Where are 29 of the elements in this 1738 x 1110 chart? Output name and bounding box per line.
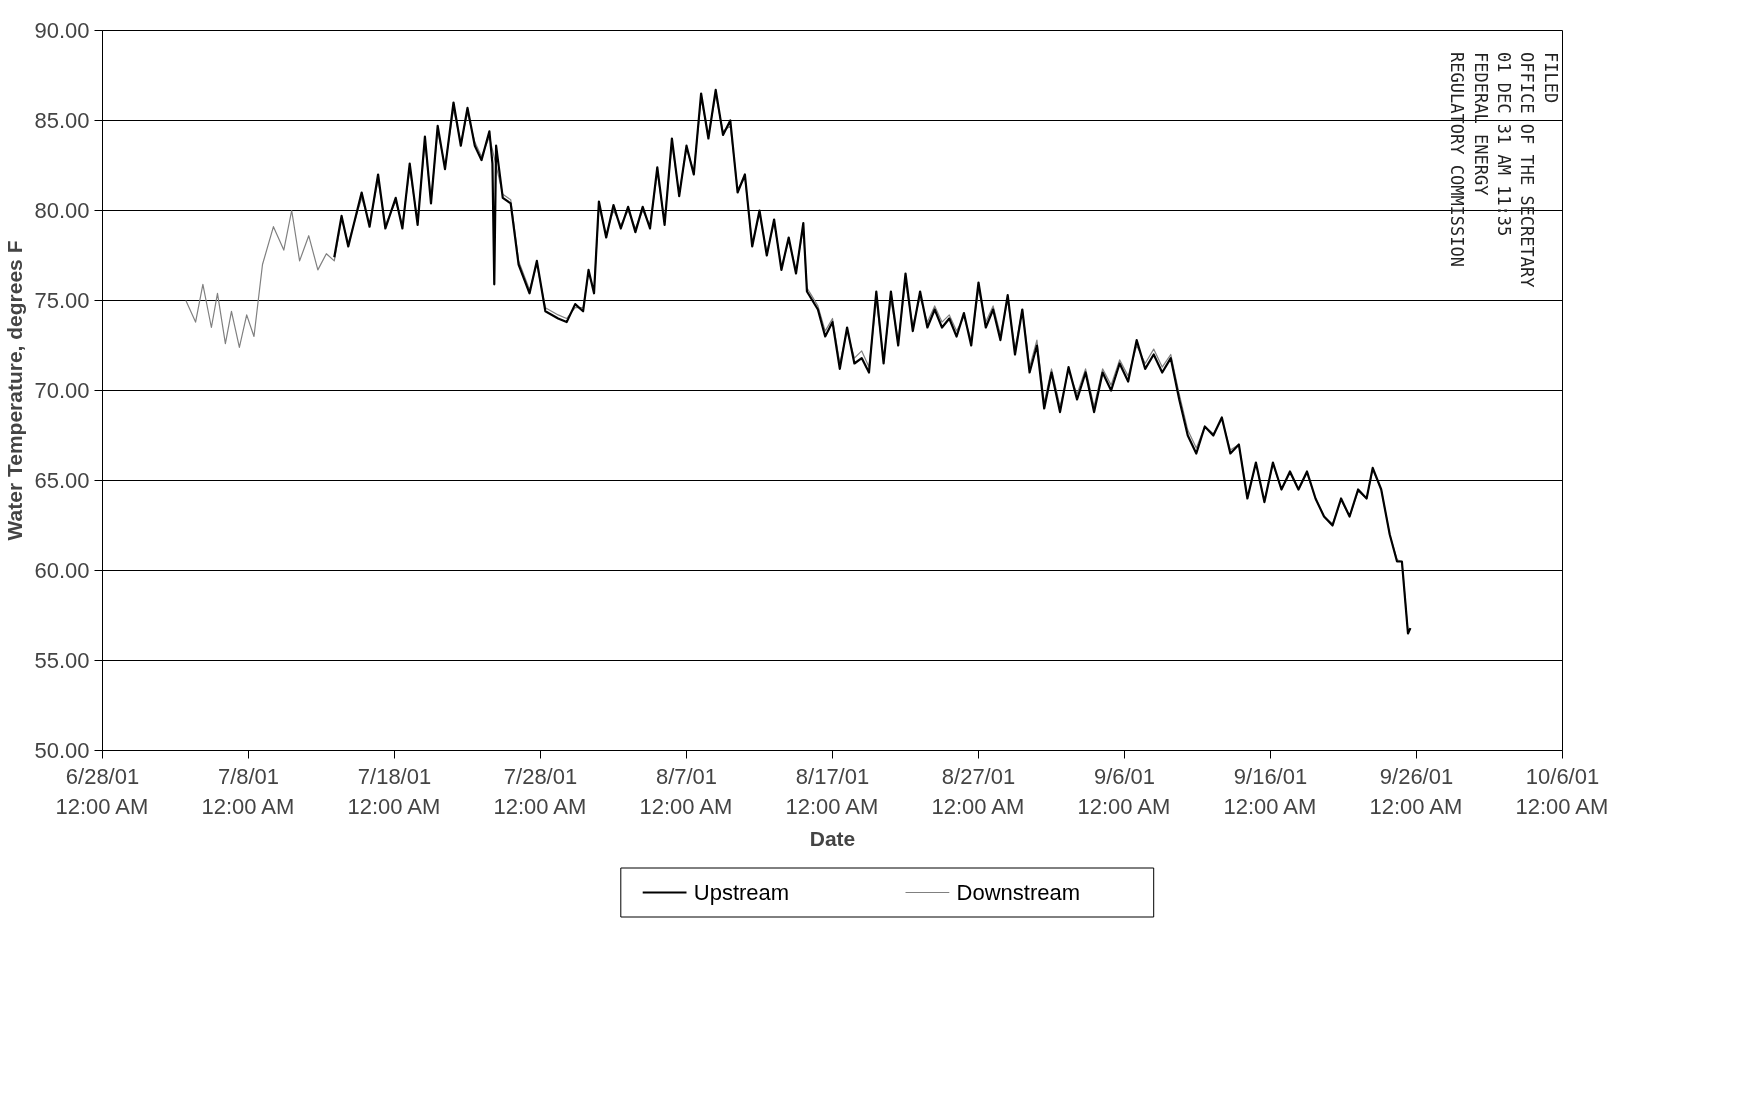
y-tick-label: 75.00 (34, 288, 90, 313)
x-axis-title: Date (809, 826, 856, 850)
x-tick-label: 8/17/01 12:00 AM (785, 763, 879, 819)
x-tick-label: 8/7/01 12:00 AM (639, 763, 733, 819)
annotation: FEDERAL ENERGY (1470, 52, 1491, 196)
y-tick-label: 85.00 (34, 108, 90, 133)
x-tick-label: 7/28/01 12:00 AM (493, 763, 587, 819)
x-tick-label: 7/8/01 12:00 AM (201, 763, 295, 819)
y-tick-label: 60.00 (34, 558, 90, 583)
x-tick-label: 6/28/01 12:00 AM (55, 763, 149, 819)
annotation: FILED (1540, 52, 1561, 104)
legend-label: Downstream (956, 880, 1081, 905)
annotation: REGULATORY COMMISSION (1447, 52, 1468, 268)
x-tick-label: 7/18/01 12:00 AM (347, 763, 441, 819)
annotation: 01 DEC 31 AM 11:35 (1494, 52, 1515, 237)
annotation: OFFICE OF THE SECRETARY (1517, 52, 1538, 288)
y-tick-label: 50.00 (34, 738, 90, 763)
y-tick-label: 70.00 (34, 378, 90, 403)
y-axis-title: Water Temperature, degrees F (3, 240, 27, 541)
y-tick-label: 55.00 (34, 648, 90, 673)
legend-label: Upstream (693, 880, 790, 905)
y-tick-label: 80.00 (34, 198, 90, 223)
x-tick-label: 10/6/01 12:00 AM (1515, 763, 1609, 819)
x-tick-label: 9/16/01 12:00 AM (1223, 763, 1317, 819)
x-tick-label: 9/26/01 12:00 AM (1369, 763, 1463, 819)
y-tick-label: 65.00 (34, 468, 90, 493)
x-tick-label: 9/6/01 12:00 AM (1077, 763, 1171, 819)
y-tick-label: 90.00 (34, 18, 90, 43)
x-tick-label: 8/27/01 12:00 AM (931, 763, 1025, 819)
